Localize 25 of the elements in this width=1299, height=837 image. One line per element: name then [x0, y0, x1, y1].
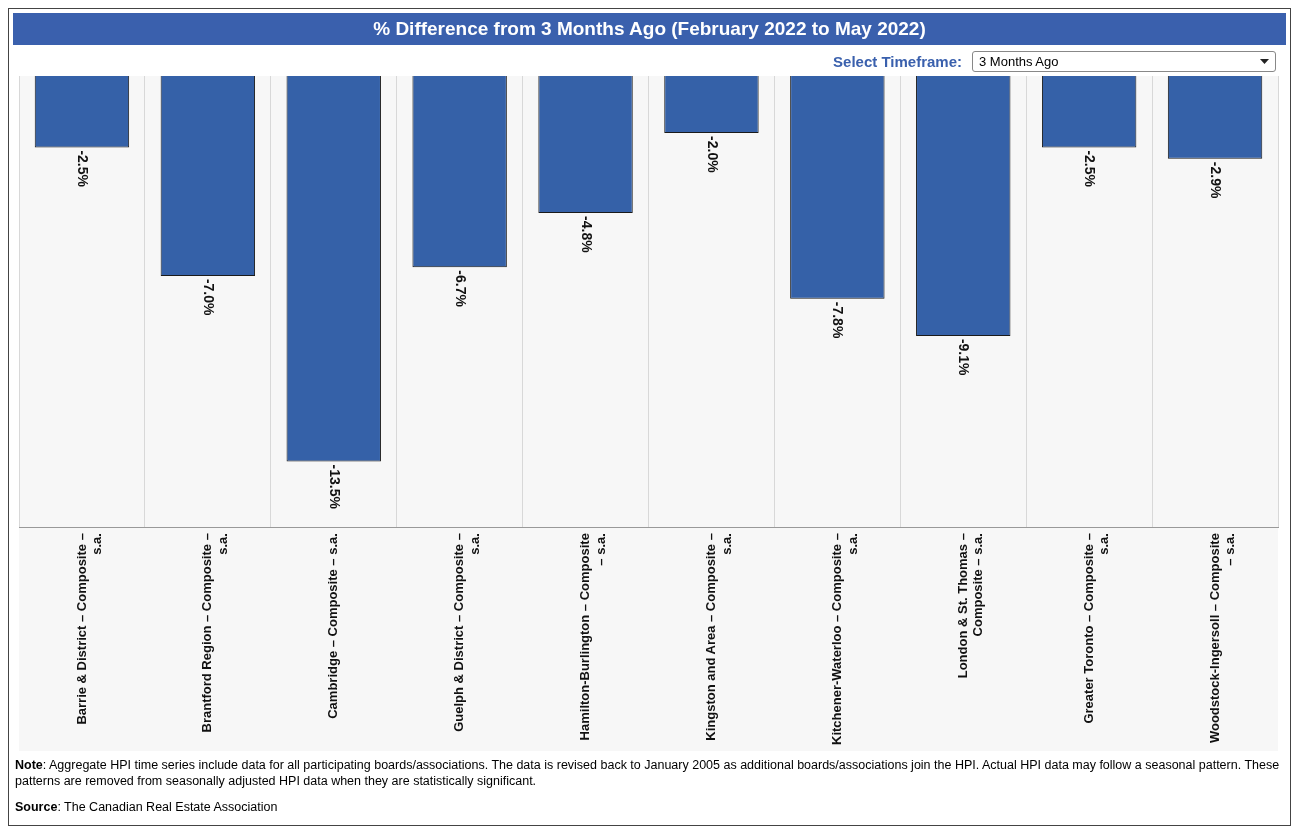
x-tick-label: Kingston and Area – Composite – s.a. [703, 533, 734, 741]
chart-title: % Difference from 3 Months Ago (February 2022 to May 2022) [13, 13, 1286, 45]
data-label: -4.8% [578, 216, 595, 254]
data-label: -7.0% [200, 278, 217, 317]
data-label: -2.9% [1208, 161, 1225, 199]
data-label: -6.7% [452, 270, 469, 308]
x-tick-label: Greater Toronto – Composite – s.a. [1080, 533, 1112, 724]
x-tick-label: Barrie & District – Composite – s.a. [73, 533, 105, 725]
x-tick-label: Cambridge – Composite – s.a. [325, 533, 341, 719]
x-tick-label: London & St. Thomas – Composite – s.a. [954, 533, 986, 679]
source-note: Source: The Canadian Real Estate Association [15, 800, 278, 814]
text: Note: Aggregate HPI time series include data for all participating boards/associations. The data is revised back to January 2005 as additional boards/associations join the HPI. Actual HPI data may follow a seasonal pattern. These patterns are removed from seasonally adjusted HPI data when they are statistically significant. [15, 758, 1280, 788]
data-label: -2.0% [704, 136, 721, 174]
data-label: -2.5% [1082, 150, 1099, 188]
x-tick-label: Brantford Region – Composite – s.a. [199, 533, 231, 733]
x-tick-label: Guelph & District – Composite – s.a. [451, 533, 482, 732]
text: 3 Months Ago [979, 54, 1059, 69]
data-label: -2.5% [75, 150, 92, 188]
data-label: -13.5% [326, 464, 343, 510]
x-tick-label: Kitchener-Waterloo – Composite – s.a. [828, 533, 860, 746]
text: Select Timeframe: [833, 53, 962, 70]
data-label: -7.8% [830, 301, 847, 339]
x-tick-label: Hamilton-Burlington – Composite – s.a. [577, 533, 608, 741]
data-label: -9.1% [956, 338, 973, 377]
x-tick-label: Woodstock-Ingersoll – Composite – s.a. [1206, 533, 1238, 744]
